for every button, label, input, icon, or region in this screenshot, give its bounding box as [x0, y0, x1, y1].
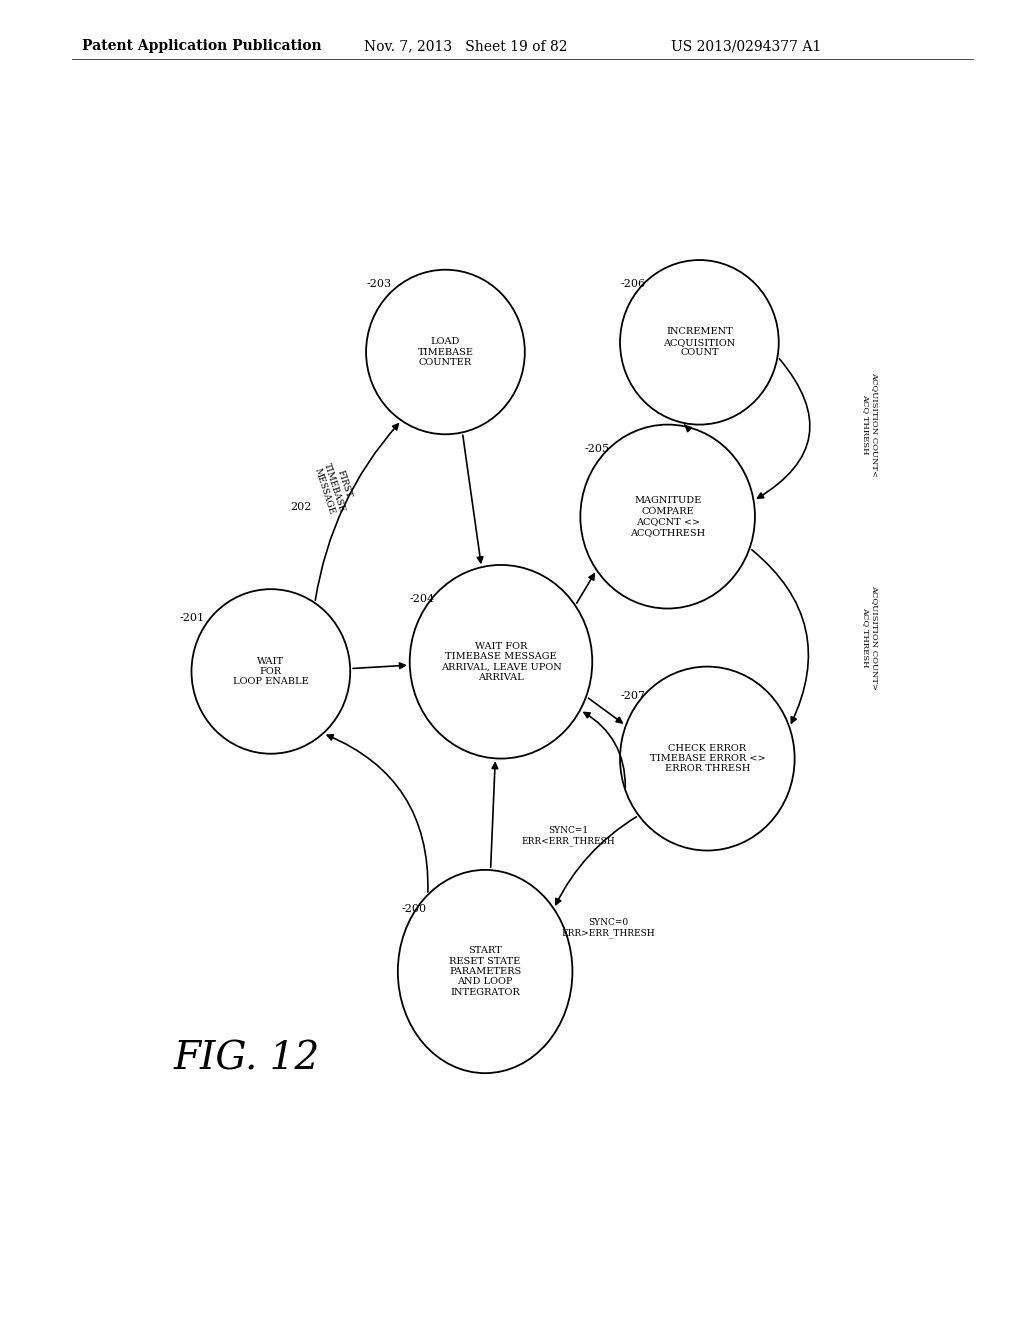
- Text: FIG. 12: FIG. 12: [174, 1040, 321, 1077]
- Text: Nov. 7, 2013   Sheet 19 of 82: Nov. 7, 2013 Sheet 19 of 82: [364, 40, 567, 53]
- Text: FIRST
TIMEBASE
MESSAGE: FIRST TIMEBASE MESSAGE: [312, 458, 356, 516]
- Text: Patent Application Publication: Patent Application Publication: [82, 40, 322, 53]
- Text: LOAD
TIMEBASE
COUNTER: LOAD TIMEBASE COUNTER: [418, 337, 473, 367]
- Text: SYNC=0
ERR>ERR_THRESH: SYNC=0 ERR>ERR_THRESH: [561, 917, 655, 939]
- Text: CHECK ERROR
TIMEBASE ERROR <>
ERROR THRESH: CHECK ERROR TIMEBASE ERROR <> ERROR THRE…: [649, 743, 765, 774]
- Text: SYNC=1
ERR<ERR_THRESH: SYNC=1 ERR<ERR_THRESH: [521, 826, 615, 846]
- Text: 202: 202: [291, 502, 312, 512]
- Text: -206: -206: [621, 280, 645, 289]
- Text: WAIT
FOR
LOOP ENABLE: WAIT FOR LOOP ENABLE: [233, 656, 308, 686]
- Text: -204: -204: [410, 594, 435, 603]
- Text: ACQUISITION COUNT>
ACQ THRESH: ACQUISITION COUNT> ACQ THRESH: [861, 585, 879, 690]
- Text: INCREMENT
ACQUISITION
COUNT: INCREMENT ACQUISITION COUNT: [664, 327, 735, 358]
- Text: ACQUISITION COUNT<
ACQ THRESH: ACQUISITION COUNT< ACQ THRESH: [861, 372, 879, 477]
- Text: US 2013/0294377 A1: US 2013/0294377 A1: [671, 40, 821, 53]
- Text: START
RESET STATE
PARAMETERS
AND LOOP
INTEGRATOR: START RESET STATE PARAMETERS AND LOOP IN…: [449, 946, 521, 997]
- Text: -205: -205: [585, 444, 609, 454]
- Text: -201: -201: [179, 614, 205, 623]
- Text: -207: -207: [621, 690, 645, 701]
- Text: WAIT FOR
TIMEBASE MESSAGE
ARRIVAL, LEAVE UPON
ARRIVAL: WAIT FOR TIMEBASE MESSAGE ARRIVAL, LEAVE…: [440, 642, 561, 682]
- Text: -203: -203: [367, 280, 391, 289]
- Text: MAGNITUDE
COMPARE
ACQCNT <>
ACQOTHRESH: MAGNITUDE COMPARE ACQCNT <> ACQOTHRESH: [630, 496, 706, 537]
- Text: -200: -200: [401, 904, 427, 913]
